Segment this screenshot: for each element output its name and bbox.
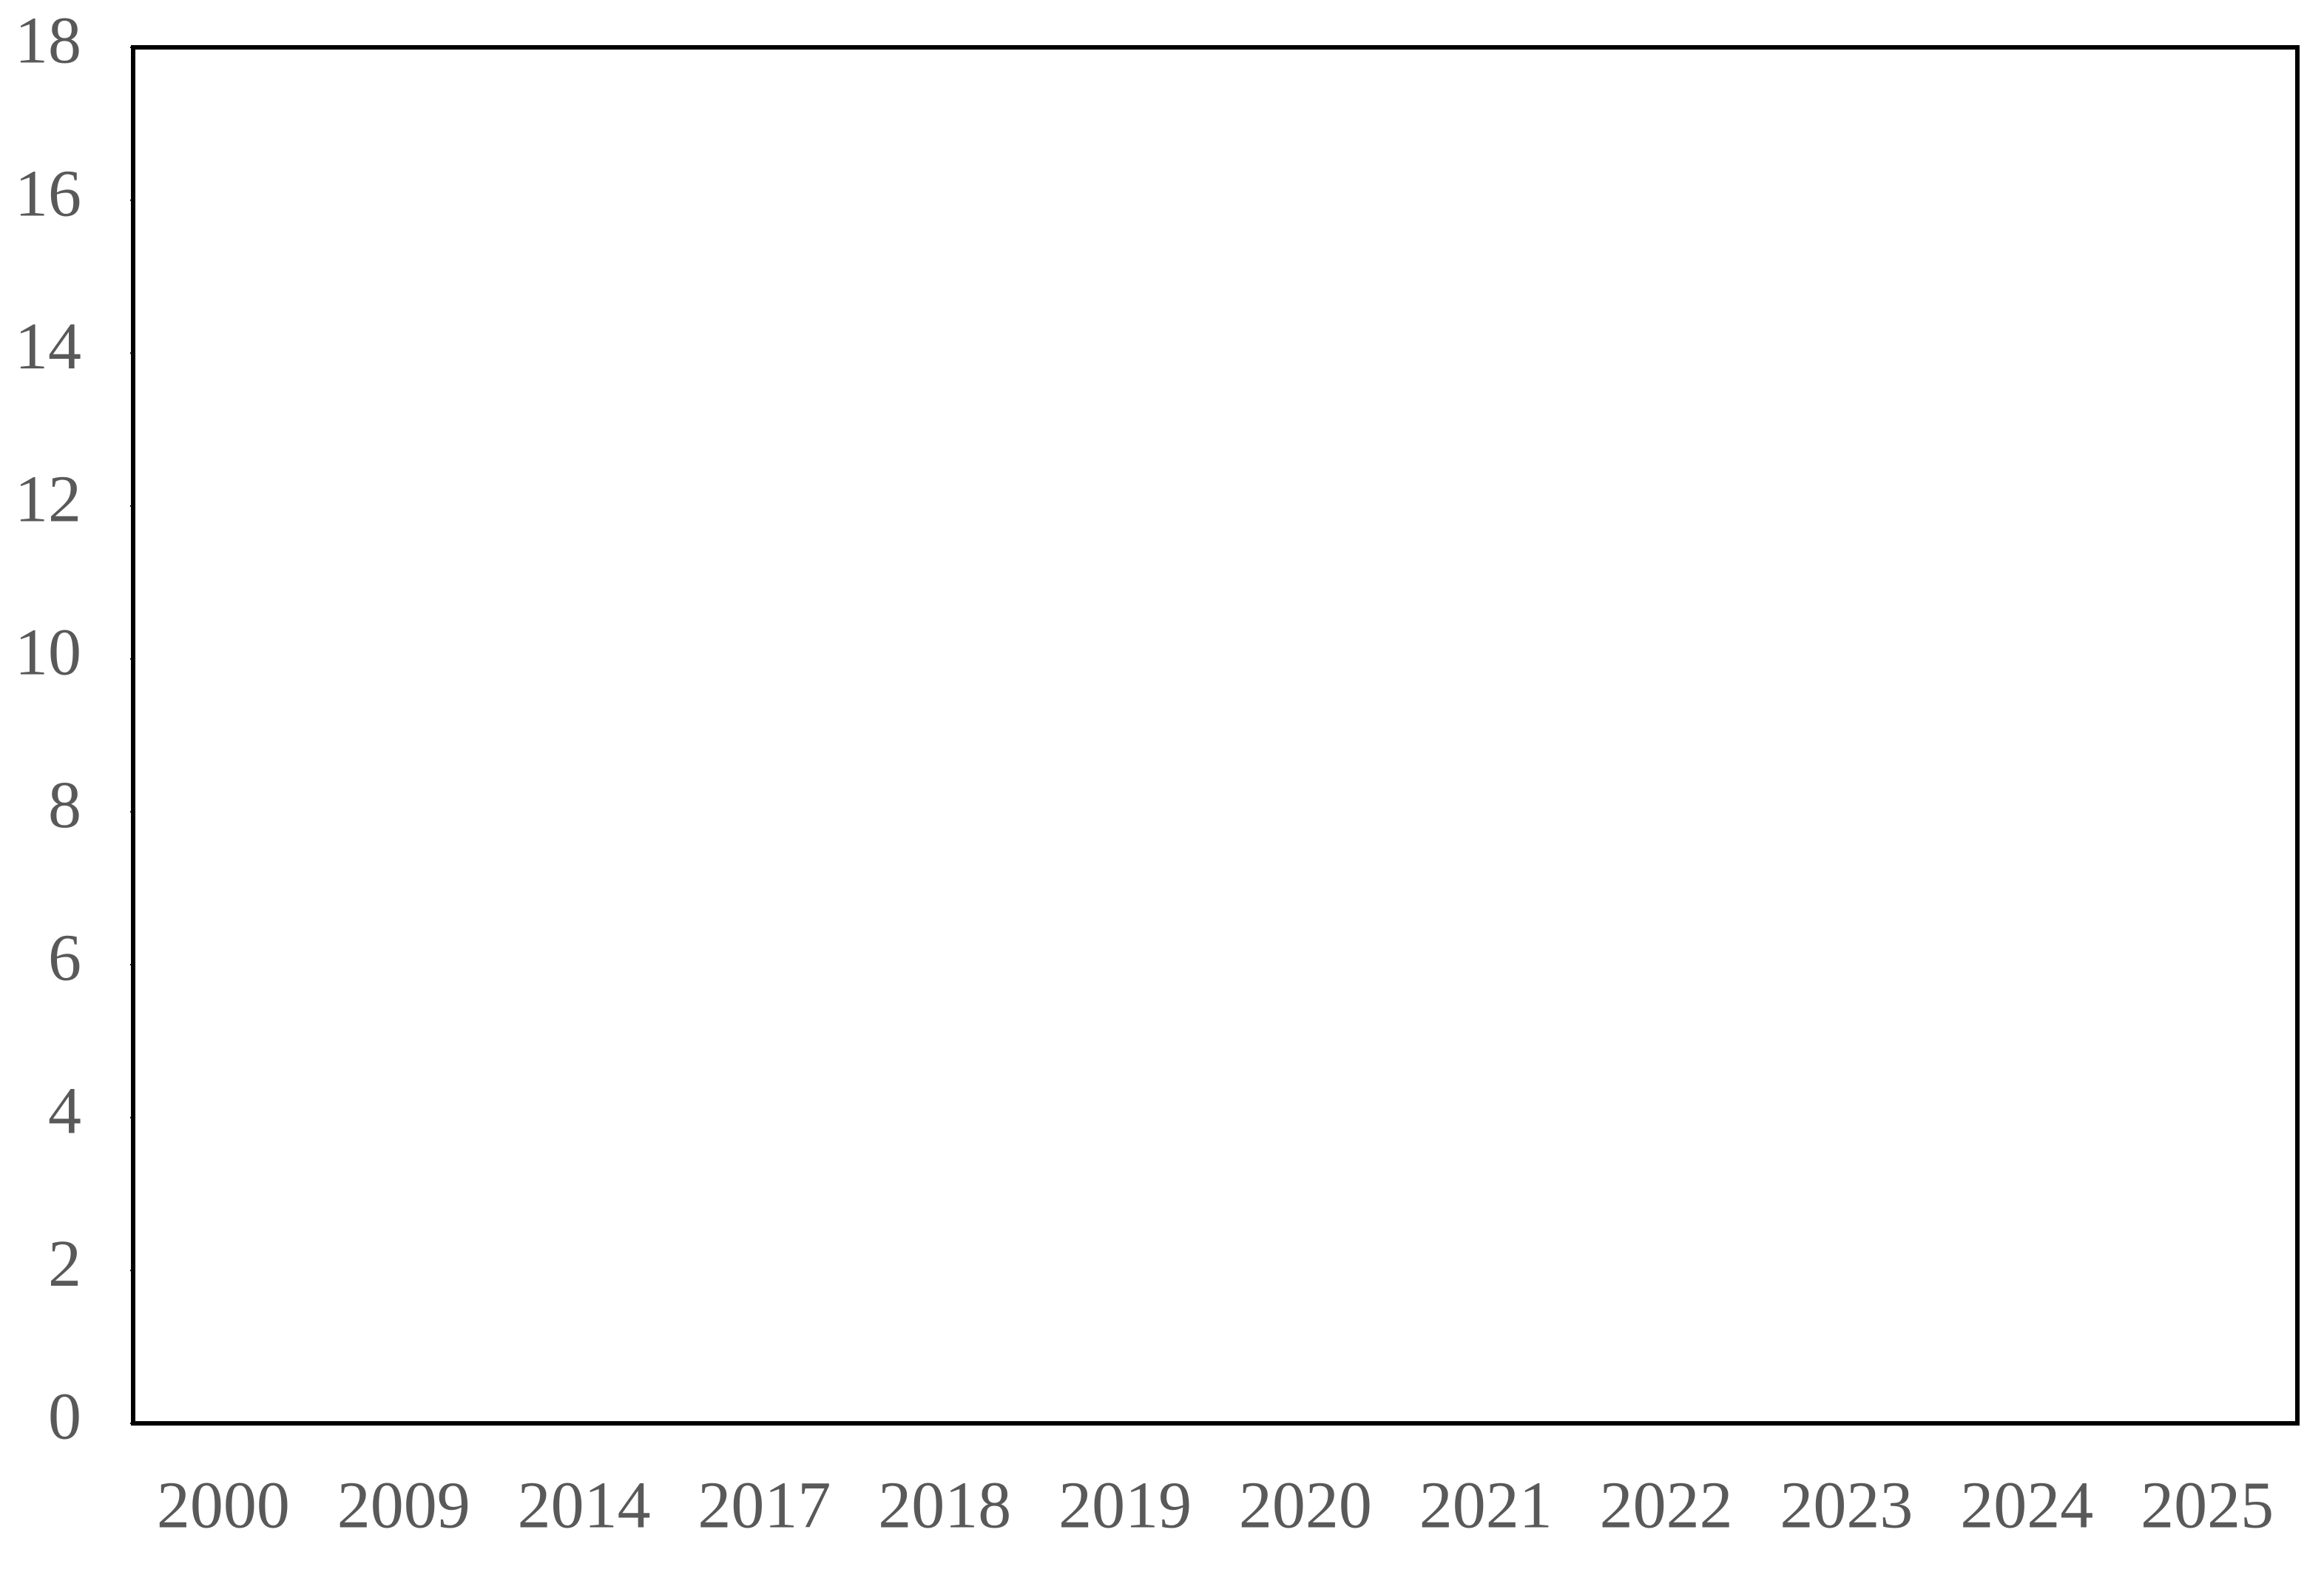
x-tick-label: 2000: [157, 1469, 290, 1542]
x-tick-label: 2022: [1600, 1469, 1733, 1542]
x-tick-label: 2020: [1239, 1469, 1372, 1542]
x-tick-label: 2025: [2141, 1469, 2274, 1542]
y-tick-label: 14: [15, 310, 81, 383]
y-tick-label: 2: [48, 1227, 81, 1301]
y-tick-label: 10: [15, 616, 81, 689]
plot-frame: [131, 45, 2300, 1426]
y-tick-label: 8: [48, 769, 81, 842]
x-tick-label: 2021: [1419, 1469, 1553, 1542]
x-tick-label: 2024: [1960, 1469, 2093, 1542]
y-tick-label: 6: [48, 922, 81, 995]
y-tick-label: 0: [48, 1380, 81, 1454]
x-tick-label: 2023: [1780, 1469, 1913, 1542]
y-tick-label: 12: [15, 463, 81, 536]
x-tick-label: 2018: [878, 1469, 1011, 1542]
x-tick-label: 2014: [518, 1469, 651, 1542]
y-tick-label: 4: [48, 1074, 81, 1147]
x-tick-label: 2009: [337, 1469, 470, 1542]
y-tick-label: 16: [15, 157, 81, 230]
x-tick-label: 2017: [697, 1469, 831, 1542]
x-tick-label: 2019: [1058, 1469, 1192, 1542]
y-tick-label: 18: [15, 4, 81, 78]
